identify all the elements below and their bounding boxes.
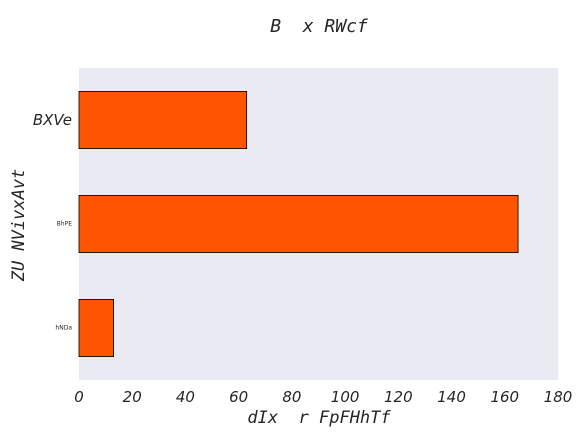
y-tick-label-bxve: BXVe	[33, 111, 72, 129]
x-tick-label-180: 180	[544, 388, 573, 406]
x-axis-label: dIx r FpFHhTf	[247, 408, 391, 428]
bar-bxve	[78, 91, 248, 150]
x-tick-label-80: 80	[282, 388, 301, 406]
y-tick-labels: BXVe BhPE hNDa	[33, 111, 73, 332]
x-tick-label-60: 60	[229, 388, 248, 406]
bar-bhpe	[78, 194, 519, 253]
x-tick-label-160: 160	[490, 388, 519, 406]
x-tick-label-100: 100	[331, 388, 360, 406]
x-tick-label-140: 140	[437, 388, 466, 406]
bar-group	[78, 91, 519, 357]
x-tick-label-0: 0	[74, 388, 84, 406]
y-tick-label-bhpe: BhPE	[57, 221, 73, 228]
chart-title: B x RWcf	[270, 16, 368, 37]
x-tick-labels: 0 20 40 60 80 100 120 140 160 180	[74, 388, 572, 406]
x-tick-label-20: 20	[123, 388, 142, 406]
y-axis-label: ZU NVivxAvt	[9, 169, 29, 283]
x-tick-label-40: 40	[176, 388, 195, 406]
x-tick-label-120: 120	[384, 388, 413, 406]
y-tick-label-hnda: hNDa	[55, 325, 72, 332]
bar-hnda	[78, 298, 114, 357]
